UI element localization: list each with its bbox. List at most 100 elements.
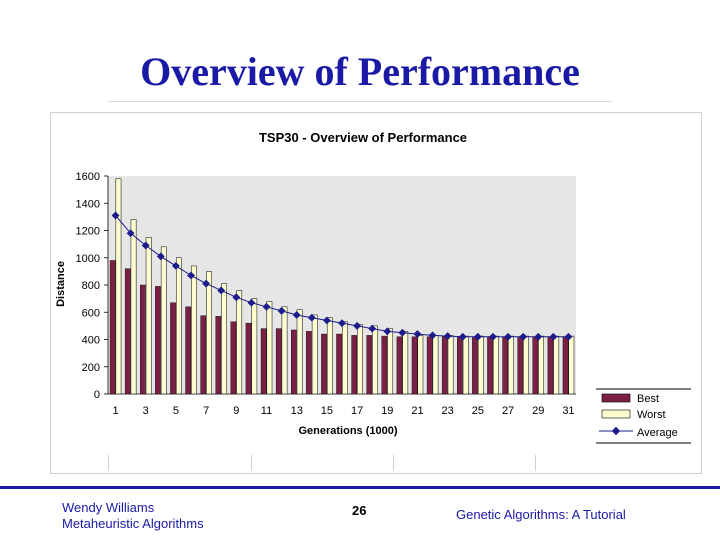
bar-best — [517, 336, 524, 395]
point-average — [141, 241, 150, 250]
point-average — [458, 332, 467, 341]
bar-worst — [417, 335, 424, 395]
y-tick-label: 600 — [82, 307, 100, 319]
x-tick-label: 23 — [442, 405, 454, 417]
bar-worst — [553, 335, 560, 395]
y-tick-label: 1600 — [76, 171, 100, 183]
x-tick-label: 13 — [291, 405, 303, 417]
y-tick-label: 200 — [82, 362, 100, 374]
frame-tick — [535, 455, 536, 471]
bar-worst — [493, 335, 499, 395]
frame-tick — [393, 455, 394, 471]
bar-best — [532, 336, 539, 395]
point-average — [202, 279, 211, 288]
footer-author: Wendy Williams — [62, 500, 155, 515]
bar-best — [366, 335, 373, 395]
footer-bar — [0, 486, 720, 489]
point-average — [292, 311, 301, 319]
bar-best — [230, 321, 237, 395]
chart-frame: TSP30 - Overview of Performance 0 200 400 6… — [50, 112, 702, 474]
title-divider — [108, 101, 612, 102]
bar-worst — [130, 219, 137, 395]
bar-best — [245, 322, 252, 395]
bar-worst — [568, 335, 575, 395]
x-tick-label: 1 — [112, 405, 118, 417]
frame-tick — [108, 455, 109, 471]
point-average — [443, 332, 452, 341]
bar-best — [185, 306, 191, 395]
point-average — [473, 332, 482, 341]
x-tick-label: 31 — [562, 405, 574, 417]
x-tick-label: 25 — [472, 405, 484, 417]
bar-best — [411, 336, 418, 395]
bar-best — [547, 336, 554, 395]
bar-best — [502, 336, 508, 395]
x-tick-label: 11 — [261, 405, 272, 417]
bar-worst — [160, 246, 167, 395]
point-average — [262, 302, 271, 311]
bar-worst — [191, 265, 197, 395]
bar-worst — [296, 309, 303, 395]
bar-best — [457, 336, 463, 395]
bar-worst — [462, 335, 469, 395]
bar-worst — [342, 321, 348, 395]
slide-title: Overview of Performance — [140, 49, 580, 94]
bar-best — [275, 328, 282, 395]
bar-best — [472, 336, 478, 395]
bar-worst — [508, 335, 514, 395]
legend-label-average: Average — [637, 427, 678, 439]
point-average — [398, 328, 407, 337]
bar-worst — [311, 314, 318, 395]
point-average — [353, 321, 362, 330]
footer-course: Metaheuristic Algorithms — [62, 516, 204, 531]
bar-best — [215, 316, 222, 395]
bar-best — [381, 335, 388, 395]
point-average — [549, 332, 558, 341]
bar-worst — [372, 325, 378, 395]
point-average — [489, 332, 497, 341]
bar-best — [336, 333, 342, 395]
bar-worst — [447, 335, 454, 395]
x-tick-label: 15 — [321, 405, 333, 417]
x-tick-label: 3 — [143, 405, 149, 417]
chart: TSP30 - Overview of Performance 0 200 400 6… — [55, 130, 691, 444]
bar-best — [260, 328, 267, 395]
point-average — [277, 306, 286, 315]
bar-worst — [477, 335, 484, 395]
y-tick-label: 800 — [82, 280, 100, 292]
page-number: 26 — [352, 503, 367, 518]
point-average — [368, 324, 377, 333]
point-average — [307, 313, 316, 322]
bar-best — [396, 336, 403, 395]
bar-best — [170, 302, 176, 395]
point-average — [519, 332, 528, 341]
x-axis-label: Generations (1000) — [298, 425, 397, 437]
bar-best — [487, 336, 493, 395]
footer-author-block: Wendy Williams Metaheuristic Algorithms — [62, 500, 204, 532]
x-tick-label: 17 — [351, 405, 363, 417]
y-axis-label: Distance — [55, 261, 67, 307]
bar-worst — [236, 290, 243, 395]
bar-worst — [145, 237, 152, 395]
x-tick-label: 29 — [532, 405, 544, 417]
bar-best — [426, 336, 433, 395]
x-tick-label: 5 — [173, 405, 179, 417]
bar-best — [321, 333, 327, 395]
bar-worst — [281, 306, 288, 395]
x-tick-label: 7 — [203, 405, 209, 417]
point-average — [428, 331, 437, 340]
bar-worst — [251, 298, 258, 395]
y-tick-label: 1400 — [76, 198, 100, 210]
legend: Best Worst Average — [596, 388, 691, 444]
bar-best — [306, 331, 312, 395]
bar-best — [562, 336, 569, 395]
bar-best — [109, 260, 116, 395]
bar-worst — [206, 271, 212, 395]
y-tick-label: 1000 — [76, 253, 100, 265]
bar-worst — [357, 324, 363, 395]
y-tick-label: 1200 — [76, 226, 100, 238]
point-average — [504, 332, 513, 341]
point-average — [232, 293, 241, 302]
legend-label-best: Best — [637, 393, 659, 405]
x-tick-label: 19 — [381, 405, 393, 417]
